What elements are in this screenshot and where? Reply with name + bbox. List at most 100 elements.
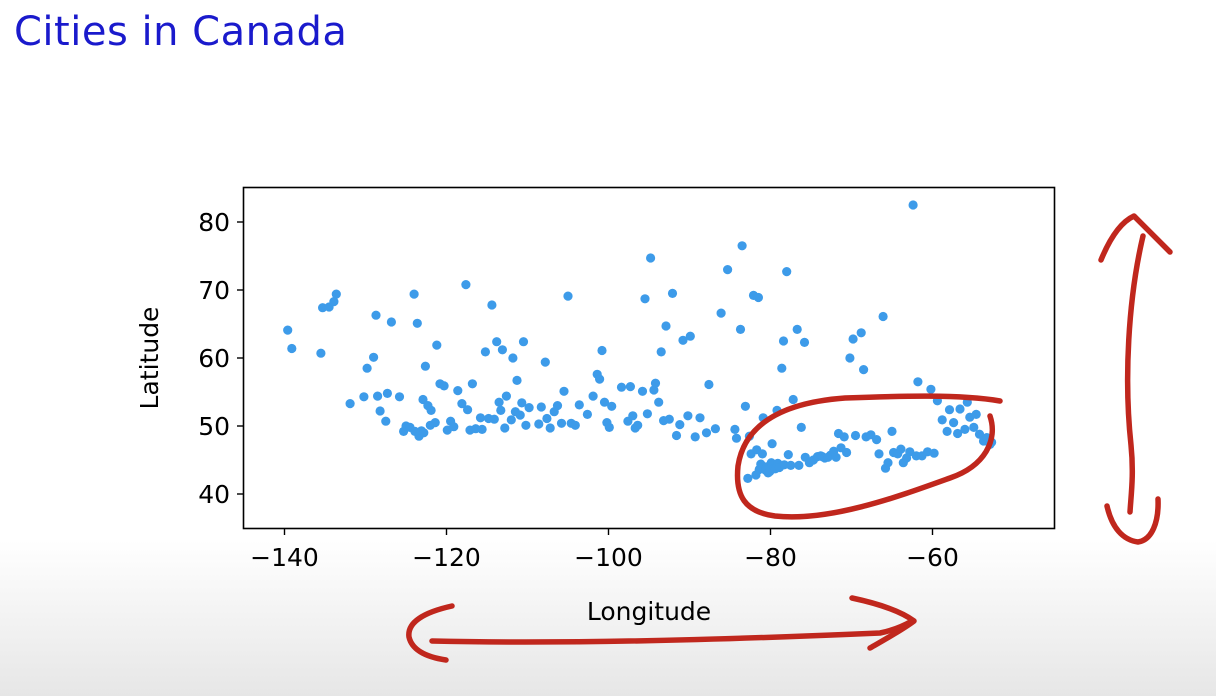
- data-point: [371, 310, 381, 320]
- data-point: [521, 420, 531, 430]
- plot-frame: [242, 186, 1056, 530]
- data-point: [518, 337, 529, 347]
- data-point: [552, 401, 563, 411]
- data-point: [497, 345, 507, 355]
- data-point: [792, 324, 802, 334]
- data-point: [678, 335, 688, 345]
- points-layer: [283, 200, 997, 483]
- data-point: [650, 378, 661, 388]
- data-point: [850, 430, 861, 441]
- data-point: [783, 450, 793, 460]
- data-point: [467, 379, 477, 389]
- data-point: [418, 394, 428, 405]
- data-point: [685, 331, 695, 341]
- vertical-arrow-top-head-annotation: [1098, 213, 1173, 263]
- slide-title: Cities in Canada: [14, 9, 348, 55]
- data-point: [487, 300, 497, 310]
- highlight-ellipse-annotation: [734, 393, 1003, 520]
- data-point: [690, 432, 700, 442]
- data-point: [475, 413, 486, 423]
- data-point: [646, 253, 656, 263]
- data-point: [369, 352, 379, 362]
- data-point: [974, 429, 985, 439]
- data-point: [494, 397, 504, 407]
- data-point: [796, 422, 806, 432]
- data-point: [512, 375, 522, 385]
- data-point: [375, 406, 385, 416]
- data-point: [969, 422, 979, 432]
- data-point: [737, 241, 747, 251]
- data-point: [913, 377, 923, 387]
- data-point: [794, 460, 804, 470]
- data-point: [757, 449, 768, 459]
- data-point: [656, 347, 666, 357]
- data-point: [664, 414, 674, 424]
- data-point: [628, 411, 638, 421]
- data-point: [799, 337, 810, 347]
- data-point: [570, 420, 580, 430]
- data-point: [604, 422, 614, 432]
- data-point: [432, 340, 442, 350]
- data-point: [845, 353, 855, 363]
- data-point: [953, 428, 963, 439]
- data-point: [419, 428, 429, 438]
- data-point: [545, 423, 555, 433]
- data-point: [788, 394, 798, 405]
- data-point: [373, 391, 383, 401]
- data-point: [439, 381, 449, 391]
- vertical-double-arrow-annotation: [1124, 233, 1146, 515]
- data-point: [848, 334, 858, 344]
- data-point: [642, 409, 653, 419]
- data-point: [412, 318, 422, 328]
- data-point: [949, 418, 959, 428]
- data-point: [896, 444, 906, 454]
- horizontal-arrow-right-head-annotation: [849, 595, 917, 651]
- data-point: [839, 432, 849, 442]
- data-point: [942, 426, 952, 436]
- data-point: [616, 382, 627, 392]
- data-point: [477, 424, 487, 434]
- data-point: [625, 382, 636, 392]
- data-point: [453, 386, 463, 396]
- data-point: [908, 200, 918, 210]
- data-point: [508, 353, 518, 363]
- x-tick-label: −60: [906, 543, 959, 572]
- data-point: [926, 384, 936, 394]
- data-point: [661, 321, 671, 331]
- data-point: [563, 291, 573, 301]
- data-point: [831, 452, 841, 462]
- data-point: [489, 414, 499, 424]
- data-point: [556, 418, 567, 428]
- data-point: [777, 363, 787, 373]
- data-point: [971, 409, 981, 419]
- data-point: [283, 325, 293, 335]
- data-point: [394, 392, 405, 402]
- y-axis: 40 50 60 70 80: [198, 208, 244, 509]
- data-point: [607, 401, 617, 411]
- horizontal-arrow-left-head-annotation: [406, 603, 455, 663]
- data-point: [457, 399, 467, 409]
- data-point: [633, 420, 643, 430]
- data-point: [723, 265, 733, 275]
- x-tick-label: −120: [412, 543, 481, 572]
- data-point: [599, 397, 610, 407]
- data-point: [461, 280, 471, 290]
- data-point: [492, 337, 502, 347]
- data-point: [409, 289, 419, 299]
- data-point: [716, 308, 726, 318]
- x-axis-label: Longitude: [587, 597, 711, 626]
- data-point: [362, 363, 372, 373]
- data-point: [767, 439, 777, 449]
- data-point: [515, 410, 525, 420]
- data-point: [524, 403, 534, 413]
- data-point: [683, 411, 693, 421]
- data-point: [480, 347, 490, 357]
- data-point: [345, 399, 355, 409]
- data-point: [872, 435, 882, 445]
- data-point: [701, 428, 712, 438]
- data-point: [536, 402, 546, 412]
- data-point: [640, 294, 650, 304]
- x-tick-label: −140: [250, 543, 319, 572]
- data-point: [731, 433, 742, 443]
